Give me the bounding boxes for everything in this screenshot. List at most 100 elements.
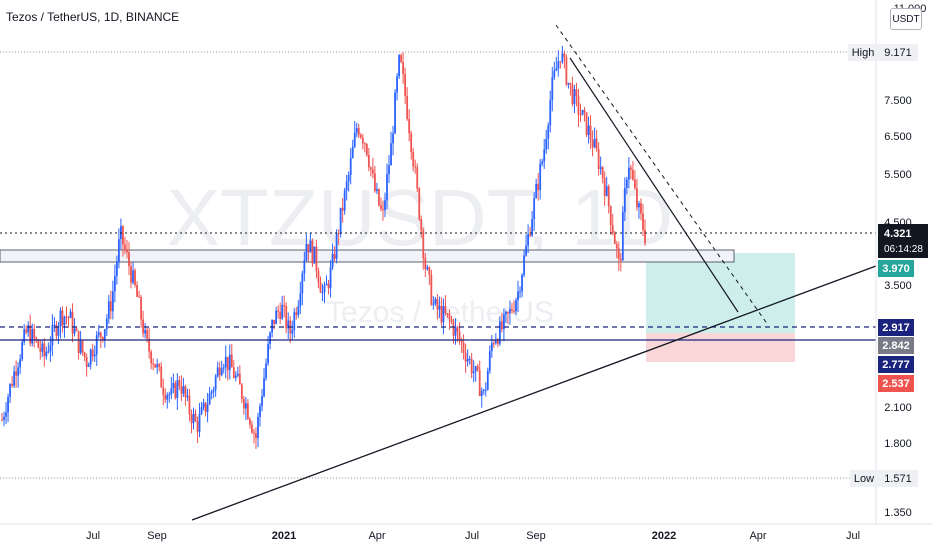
descending-trendline[interactable] (569, 57, 739, 313)
candle-body (615, 244, 618, 249)
candles (1, 45, 646, 450)
candle-body (178, 380, 181, 387)
candle-body (23, 329, 26, 343)
candle-body (168, 394, 171, 396)
profit-zone[interactable] (646, 253, 795, 333)
candle-body (412, 151, 415, 167)
entry-label: 2.917 (882, 322, 910, 334)
candle-body (515, 300, 517, 311)
y-tick-7500: 7.500 (884, 95, 912, 107)
candle-body (249, 418, 251, 425)
x-tick-sep-2020: Sep (147, 530, 167, 542)
candle-body (61, 310, 64, 326)
candle-body (214, 376, 217, 390)
candle-body (559, 61, 562, 63)
candle-body (291, 330, 294, 334)
candle-body (118, 239, 120, 262)
candle-body (484, 389, 487, 391)
candle-body (240, 384, 243, 400)
candle-body (299, 293, 302, 307)
candle-body (555, 68, 558, 71)
last-price-countdown: 06:14:28 (884, 244, 923, 255)
candle-body (589, 125, 592, 140)
candle-body (359, 135, 362, 138)
candle-body (53, 324, 56, 326)
candle-body (325, 283, 328, 286)
candle-body (307, 244, 310, 253)
candle-body (279, 311, 282, 319)
candle-body (11, 384, 13, 386)
candle-body (577, 96, 580, 115)
candle-body (402, 61, 405, 75)
candle-body (478, 370, 481, 396)
candle-body (380, 205, 382, 210)
candle-body (55, 324, 58, 336)
x-tick-2022: 2022 (652, 530, 676, 542)
candle-body (257, 417, 259, 439)
target-label: 3.970 (882, 263, 910, 275)
candle-body (134, 270, 136, 286)
candle-body (456, 327, 459, 332)
y-tick-6500: 6.500 (884, 131, 912, 143)
candle-body (585, 112, 588, 135)
candle-body (63, 316, 66, 326)
y-tick-1350: 1.350 (884, 507, 912, 519)
candle-body (591, 139, 594, 148)
candle-body (25, 329, 28, 333)
candle-body (244, 403, 247, 409)
candle-body (263, 378, 265, 397)
candle-body (265, 363, 267, 379)
candle-body (146, 330, 149, 339)
candle-body (5, 412, 7, 417)
ascending-trendline[interactable] (191, 265, 877, 521)
candle-body (124, 244, 126, 250)
candle-body (388, 165, 390, 175)
candle-body (47, 351, 50, 353)
currency-button[interactable]: USDT (890, 8, 922, 30)
loss-zone[interactable] (646, 333, 795, 362)
candle-body (154, 364, 157, 368)
candle-body (575, 89, 578, 97)
candle-body (287, 320, 290, 329)
candle-body (333, 254, 336, 259)
x-tick-2021: 2021 (272, 530, 296, 542)
candle-body (194, 413, 197, 422)
candle-body (170, 388, 173, 395)
candle-body (15, 371, 18, 376)
candle-body (277, 310, 280, 312)
resistance-rectangle[interactable] (0, 249, 735, 263)
candle-body (529, 234, 532, 236)
candle-body (95, 335, 98, 355)
candle-body (632, 169, 634, 180)
candle-body (105, 318, 108, 330)
descending-trendline-dashed[interactable] (555, 24, 769, 326)
candle-body (472, 371, 475, 374)
candle-body (408, 118, 411, 134)
symbol-title[interactable]: Tezos / TetherUS, 1D, BINANCE (6, 10, 180, 24)
candle-body (150, 351, 153, 364)
candle-body (144, 330, 147, 334)
candle-body (378, 189, 380, 206)
candle-body (373, 173, 376, 192)
x-tick-apr-2021: Apr (368, 530, 385, 542)
candle-body (198, 413, 201, 432)
candle-body (545, 138, 548, 150)
candle-body (363, 143, 366, 145)
candle-body (7, 397, 9, 413)
candle-body (404, 74, 407, 96)
candle-body (295, 312, 298, 316)
candle-body (35, 338, 38, 341)
candle-body (410, 133, 413, 152)
candle-body (19, 359, 22, 368)
candle-body (438, 305, 441, 310)
candle-body (432, 303, 435, 305)
candle-body (392, 133, 394, 144)
candle-body (400, 55, 403, 62)
candle-body (3, 416, 5, 420)
candle-body (73, 328, 76, 334)
candle-body (607, 186, 610, 207)
watermark-name: Tezos / TetherUS (326, 296, 554, 329)
candle-body (349, 158, 352, 175)
support-label-box (878, 337, 914, 354)
